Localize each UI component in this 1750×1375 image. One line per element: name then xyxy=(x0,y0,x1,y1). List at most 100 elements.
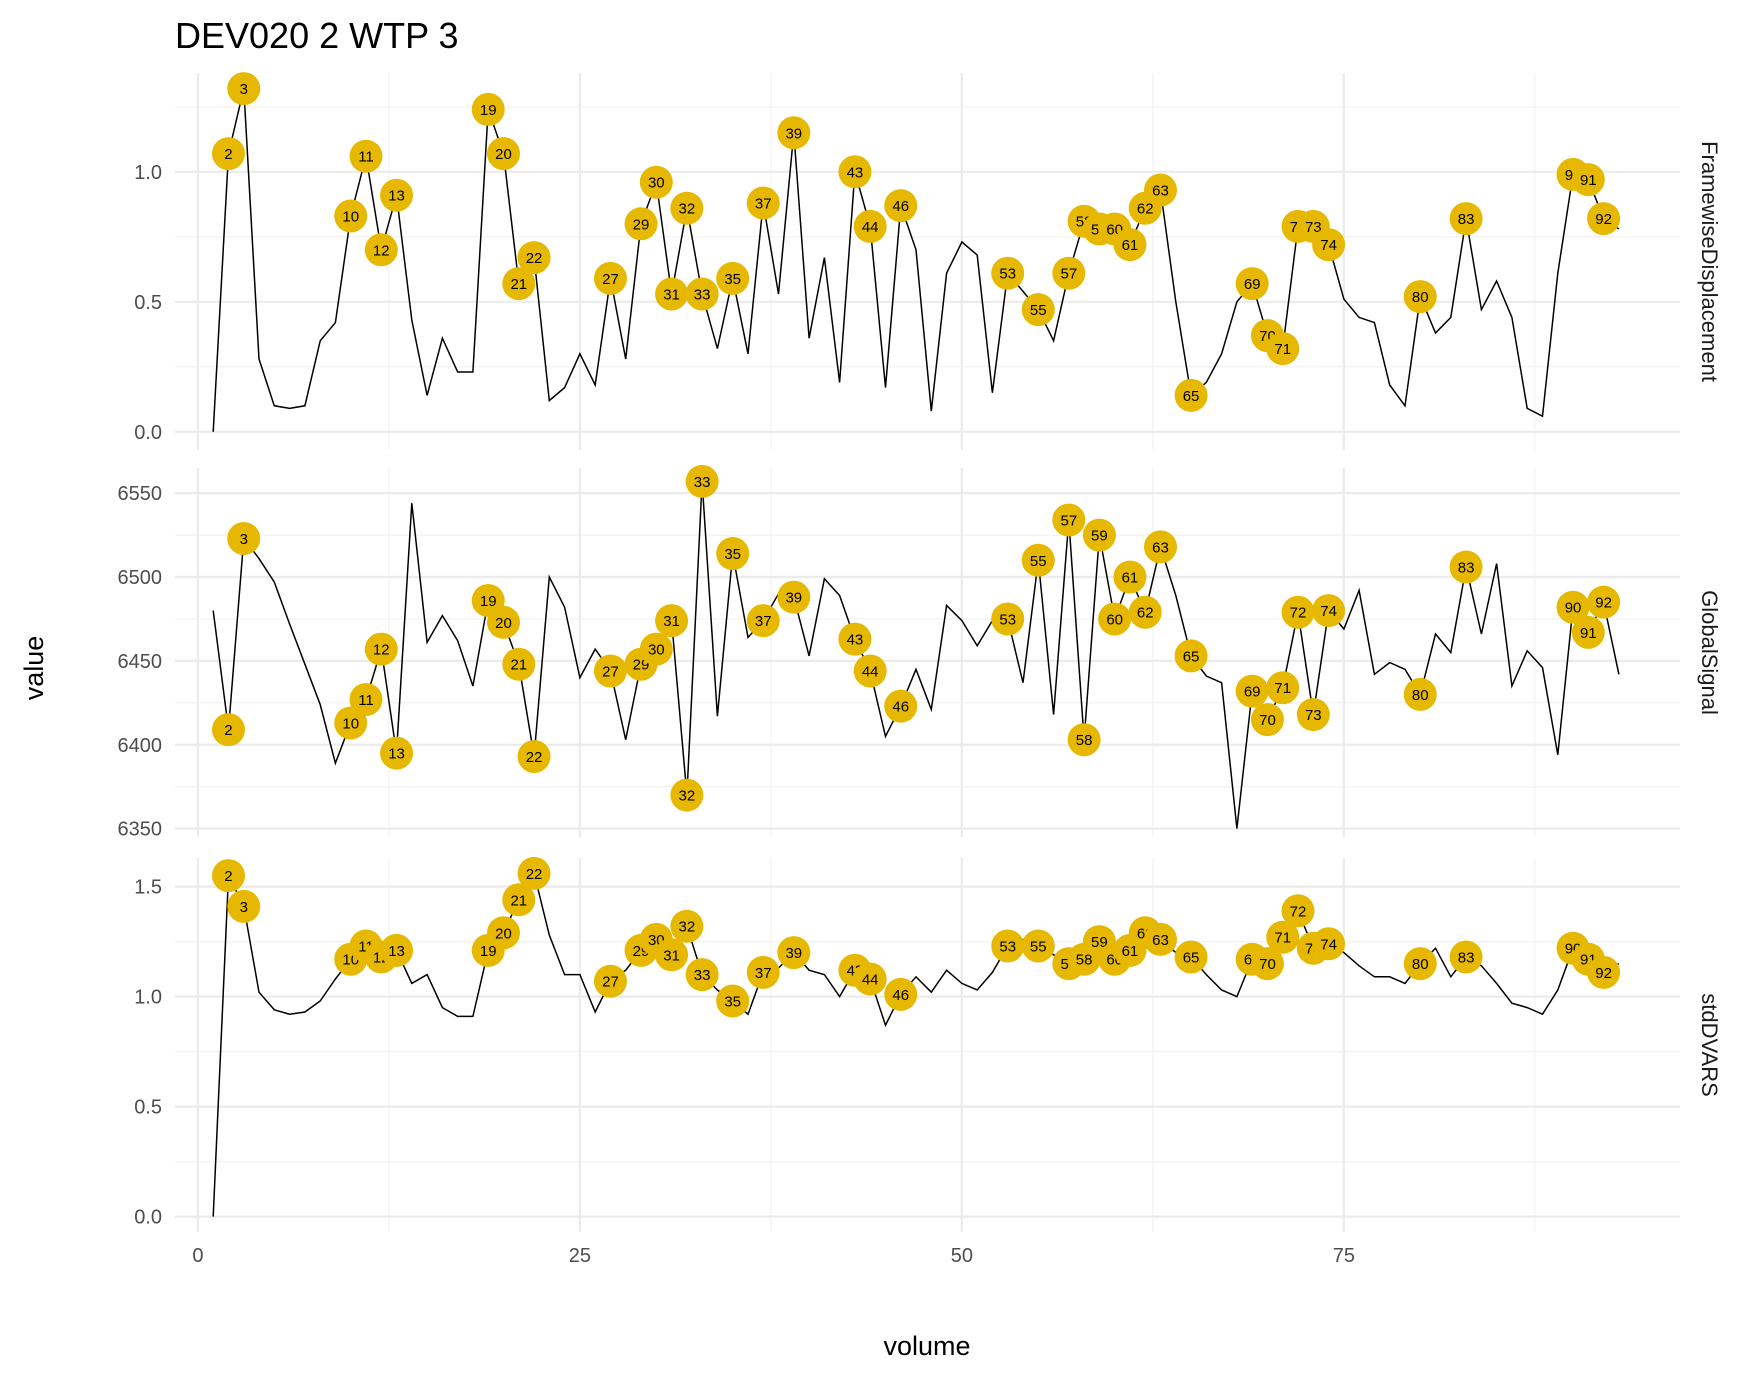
highlight-point xyxy=(853,209,887,243)
highlight-point xyxy=(1281,894,1315,928)
highlight-point xyxy=(746,604,780,638)
point-label: 70 xyxy=(1259,956,1276,973)
highlight-point xyxy=(1571,615,1605,649)
point-label: 83 xyxy=(1458,211,1475,228)
highlight-point xyxy=(624,207,658,241)
point-label: 57 xyxy=(1060,512,1077,529)
point-label: 10 xyxy=(342,209,359,226)
point-label: 2 xyxy=(224,146,232,163)
point-label: 63 xyxy=(1152,183,1169,200)
point-label: 71 xyxy=(1274,341,1291,358)
highlight-point xyxy=(593,654,627,688)
highlight-point xyxy=(1174,639,1208,673)
highlight-point xyxy=(1312,594,1346,628)
panel-FramewiseDisplacement: 0.0 0.5 1.0 2 3 10 11 12 13 19 20 21 22 27 29 30 31 32 33 3… xyxy=(134,72,1722,450)
highlight-point xyxy=(884,189,918,223)
point-label: 65 xyxy=(1183,648,1200,665)
highlight-point xyxy=(227,889,261,923)
point-label: 3 xyxy=(240,81,248,98)
point-label: 80 xyxy=(1412,289,1429,306)
highlight-point xyxy=(1174,940,1208,974)
highlight-point xyxy=(1312,927,1346,961)
highlight-point xyxy=(1556,590,1590,624)
highlight-point xyxy=(227,521,261,555)
point-label: 35 xyxy=(724,546,741,563)
highlight-point xyxy=(853,962,887,996)
panel-GlobalSignal: 6350 6400 6450 6500 6550 2 3 10 11 12 13 19 20 21 22 27… xyxy=(118,464,1722,841)
y-tick-label: 0.0 xyxy=(134,1207,162,1229)
point-label: 33 xyxy=(694,287,711,304)
point-label: 20 xyxy=(495,925,512,942)
series-line-stdDVARS xyxy=(212,871,1620,1217)
highlight-point xyxy=(1281,595,1315,629)
highlight-point xyxy=(655,277,689,311)
point-label: 30 xyxy=(648,642,665,659)
highlight-point xyxy=(670,778,704,812)
highlight-point xyxy=(1144,173,1178,207)
series-line-FramewiseDisplacement xyxy=(212,88,1620,432)
point-label: 91 xyxy=(1580,625,1597,642)
point-label: 46 xyxy=(892,699,909,716)
y-tick-label: 1.5 xyxy=(134,877,162,899)
point-label: 46 xyxy=(892,987,909,1004)
point-label: 27 xyxy=(602,974,619,991)
highlight-point xyxy=(1052,503,1086,537)
chart-title: DEV020 2 WTP 3 xyxy=(175,15,458,56)
highlight-point xyxy=(334,199,368,233)
point-label: 44 xyxy=(862,972,879,989)
highlight-point xyxy=(593,261,627,295)
highlight-point xyxy=(884,689,918,723)
point-label: 43 xyxy=(847,632,864,649)
point-label: 53 xyxy=(999,266,1016,283)
highlight-point xyxy=(1144,530,1178,564)
highlight-point xyxy=(1113,228,1147,262)
point-label: 13 xyxy=(388,188,405,205)
point-label: 60 xyxy=(1106,611,1123,628)
point-label: 22 xyxy=(526,866,543,883)
highlight-point xyxy=(1250,947,1284,981)
highlight-point xyxy=(639,165,673,199)
x-tick-label: 0 xyxy=(192,1245,203,1267)
point-label: 2 xyxy=(224,868,232,885)
highlight-point xyxy=(639,632,673,666)
point-label: 11 xyxy=(358,149,374,166)
point-label: 55 xyxy=(1030,939,1047,956)
point-label: 92 xyxy=(1595,211,1612,228)
point-label: 74 xyxy=(1320,237,1337,254)
highlight-point xyxy=(1403,947,1437,981)
point-label: 63 xyxy=(1152,539,1169,556)
highlight-point xyxy=(1235,267,1269,301)
y-tick-label: 0.0 xyxy=(134,422,162,444)
point-label: 92 xyxy=(1595,965,1612,982)
point-label: 37 xyxy=(755,965,772,982)
highlight-point xyxy=(1296,698,1330,732)
highlight-point xyxy=(1250,703,1284,737)
y-tick-label: 6500 xyxy=(118,567,163,589)
point-label: 37 xyxy=(755,613,772,630)
point-label: 32 xyxy=(679,201,696,218)
highlight-point xyxy=(777,116,811,150)
highlight-point xyxy=(1403,280,1437,314)
strip-label: FramewiseDisplacement xyxy=(1697,141,1722,382)
point-label: 39 xyxy=(785,945,802,962)
highlight-point xyxy=(211,713,245,747)
highlight-point xyxy=(1449,940,1483,974)
y-tick-label: 6550 xyxy=(118,483,163,505)
highlight-point xyxy=(471,92,505,126)
highlight-point xyxy=(670,191,704,225)
y-tick-label: 1.0 xyxy=(134,162,162,184)
point-label: 55 xyxy=(1030,302,1047,319)
highlight-point xyxy=(670,909,704,943)
highlight-point xyxy=(991,929,1025,963)
point-label: 20 xyxy=(495,615,512,632)
highlight-point xyxy=(211,859,245,893)
y-tick-label: 0.5 xyxy=(134,1097,162,1119)
y-axis-title: value xyxy=(19,636,49,701)
highlight-point xyxy=(838,622,872,656)
point-label: 39 xyxy=(785,125,802,142)
point-label: 33 xyxy=(694,474,711,491)
point-label: 20 xyxy=(495,146,512,163)
highlight-point xyxy=(1113,560,1147,594)
